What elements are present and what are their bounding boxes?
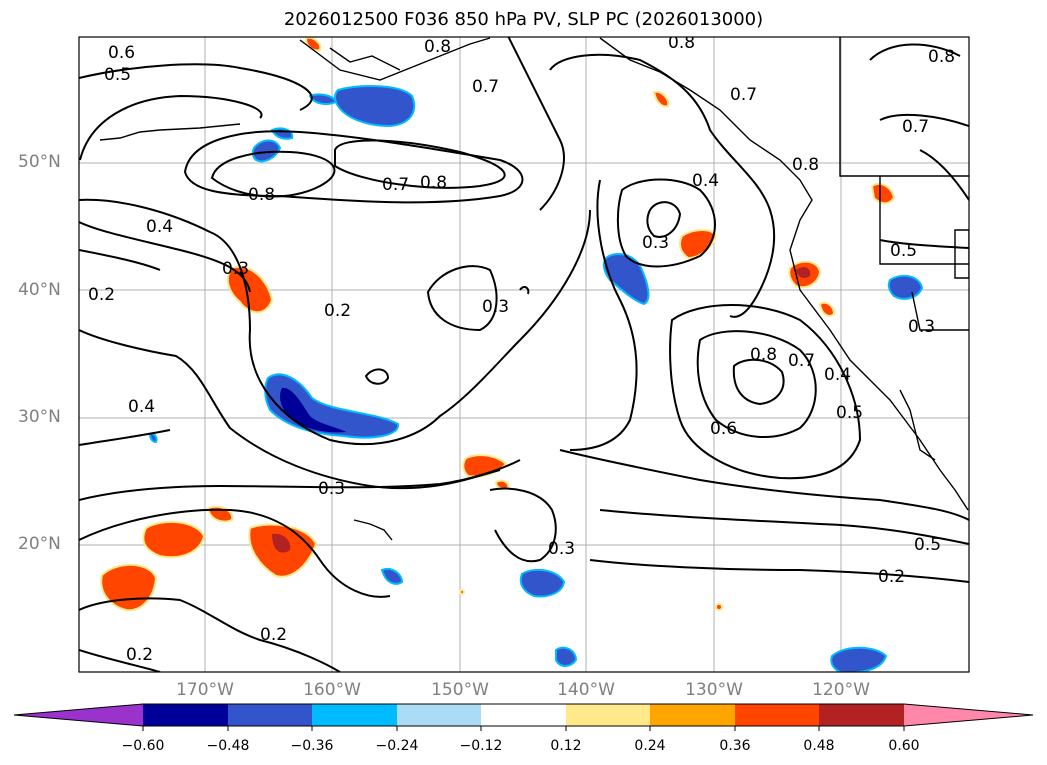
contour-label: 0.7 — [730, 85, 757, 105]
colorbar-tick-label: 0.12 — [550, 738, 582, 754]
map-title: 2026012500 F036 850 hPa PV, SLP PC (2026… — [283, 9, 764, 30]
lat-label: 20°N — [18, 534, 61, 554]
slp-contours — [79, 37, 969, 672]
contour-label: 0.5 — [890, 241, 917, 261]
colorbar-tick-label: −0.60 — [121, 738, 165, 754]
contour-label: 0.7 — [472, 77, 499, 97]
coastlines — [99, 37, 969, 541]
lon-label: 140°W — [557, 680, 615, 700]
contour-label: 0.8 — [424, 37, 451, 57]
contour-label: 0.5 — [104, 65, 131, 85]
contour-label: 0.2 — [878, 567, 905, 587]
map-frame — [78, 36, 970, 673]
colorbar-segment — [650, 704, 735, 726]
lon-label: 160°W — [303, 680, 361, 700]
contour-label: 0.7 — [382, 175, 409, 195]
contour-label: 0.5 — [914, 535, 941, 555]
colorbar-segment — [312, 704, 397, 726]
colorbar-segment — [735, 704, 819, 726]
colorbar-tick-label: 0.36 — [719, 738, 751, 754]
contour-label: 0.4 — [824, 365, 851, 385]
contour-label: 0.8 — [668, 33, 695, 53]
contour-label: 0.3 — [548, 539, 575, 559]
contour-label: 0.6 — [108, 43, 135, 63]
contour-label: 0.3 — [908, 317, 935, 337]
contour-label: 0.7 — [788, 351, 815, 371]
contour-label: 0.4 — [692, 171, 719, 191]
contour-label: 0.4 — [128, 397, 155, 417]
contour-label: 0.7 — [902, 117, 929, 137]
contour-label: 0.5 — [836, 403, 863, 423]
colorbar-segment — [228, 704, 312, 726]
lat-label: 40°N — [18, 280, 61, 300]
colorbar-tick-label: −0.48 — [206, 738, 250, 754]
colorbar-segment — [481, 704, 566, 726]
contour-label: 0.2 — [126, 645, 153, 665]
colorbar-segment — [397, 704, 481, 726]
contour-label: 0.6 — [710, 419, 737, 439]
colorbar-tick-label: 0.60 — [888, 738, 920, 754]
contour-labels: 0.6 0.5 0.8 0.7 0.8 0.7 0.8 0.8 0.8 0.7 … — [88, 33, 955, 665]
contour-label: 0.4 — [146, 217, 173, 237]
colorbar — [13, 703, 1034, 731]
contour-label: 0.8 — [248, 185, 275, 205]
lon-label: 170°W — [176, 680, 234, 700]
contour-label: 0.8 — [750, 345, 777, 365]
contour-label: 0.2 — [324, 301, 351, 321]
colorbar-tick-label: 0.24 — [634, 738, 666, 754]
lon-label: 120°W — [812, 680, 870, 700]
colorbar-segment — [566, 704, 650, 726]
contour-label: 0.8 — [792, 155, 819, 175]
contour-label: 0.8 — [420, 173, 447, 193]
contour-label: 0.3 — [642, 233, 669, 253]
colorbar-tick-label: −0.36 — [290, 738, 334, 754]
lat-label: 50°N — [18, 152, 61, 172]
contour-label: 0.2 — [260, 625, 287, 645]
lat-label: 30°N — [18, 407, 61, 427]
gridlines — [79, 37, 969, 672]
colorbar-left-extension — [14, 704, 143, 726]
colorbar-right-extension — [904, 704, 1033, 726]
lon-label: 150°W — [431, 680, 489, 700]
pv-positive-shading — [100, 37, 896, 612]
contour-label: 0.2 — [88, 285, 115, 305]
colorbar-tick-label: −0.24 — [375, 738, 419, 754]
lon-label: 130°W — [685, 680, 743, 700]
colorbar-tick-label: 0.48 — [803, 738, 835, 754]
contour-label: 0.3 — [318, 479, 345, 499]
colorbar-tick-label: −0.12 — [459, 738, 503, 754]
contour-label: 0.3 — [482, 297, 509, 317]
colorbar-segment — [819, 704, 904, 726]
contour-label: 0.3 — [222, 259, 249, 279]
map-area: 0.6 0.5 0.8 0.7 0.8 0.7 0.8 0.8 0.8 0.7 … — [79, 33, 969, 672]
contour-label: 0.8 — [928, 47, 955, 67]
colorbar-segment — [143, 704, 228, 726]
